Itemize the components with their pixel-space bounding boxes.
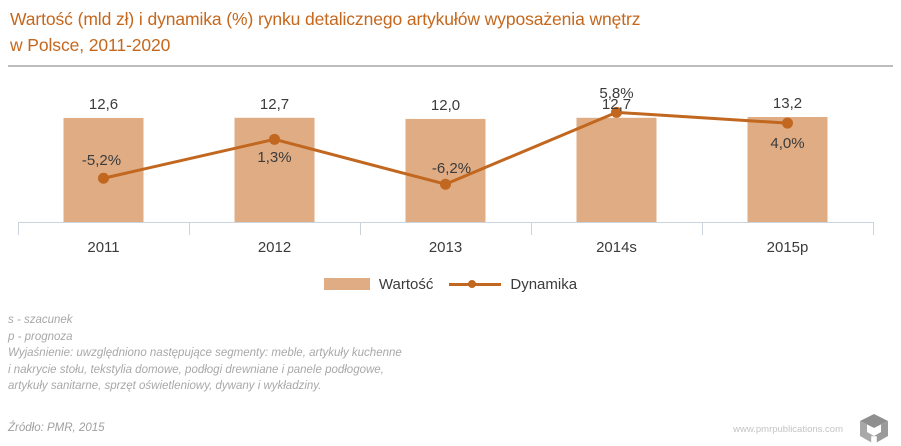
pmr-cube-logo-icon [860,414,888,446]
bar-series-group [63,117,828,222]
axis-end-tick-left [18,222,19,235]
line-percent-label-2015p: 4,0% [770,135,805,153]
bar-2014s [576,117,657,222]
bar-value-label-2015p: 13,2 [772,95,803,112]
axis-tick-1 [189,222,190,235]
axis-end-tick-right [873,222,874,235]
page-title: Wartość (mld zł) i dynamika (%) rynku de… [10,6,870,58]
category-label-2012: 2012 [257,239,292,256]
axis-tick-2 [360,222,361,235]
title-divider [8,65,893,67]
line-series-group [98,106,793,190]
axis-tick-4 [702,222,703,235]
chart-plot-area: 12,6 12,7 12,0 12,7 13,2 -5,2% 1,3% -6,2% 5,8% 4… [0,70,901,230]
line-percent-label-2014s: 5,8% [599,85,634,103]
bar-2012 [234,117,315,222]
legend-swatch-line-icon [449,278,502,290]
bar-2011 [63,117,144,222]
bar-2015p [747,117,828,222]
line-marker-2012 [269,133,280,145]
line-marker-2014s [611,106,622,118]
footnote-line-3: Wyjaśnienie: uwzględniono następujące se… [8,347,402,359]
bar-value-label-2014s: 12,7 [601,95,632,113]
legend-entry-wartosc[interactable]: Wartość [323,275,434,293]
category-label-2011: 2011 [87,239,120,256]
chart-svg [63,106,828,222]
legend-label-dynamika: Dynamika [510,275,578,293]
website-url: www.pmrpublications.com [733,424,843,435]
bar-2013 [405,118,486,222]
line-marker-2015p [782,117,793,129]
category-label-2013: 2013 [428,239,463,256]
footnote-line-4: i nakrycie stołu, tekstylia domowe, podł… [8,363,384,376]
page-title-line-1: Wartość (mld zł) i dynamika (%) rynku de… [10,9,641,29]
legend-label-wartosc: Wartość [378,275,434,293]
footnote-line-2: p - prognoza [8,330,73,343]
legend-swatch-bar-icon [323,278,370,290]
footnote-line-1: s - szacunek [8,314,73,326]
category-axis: 2011 2012 2013 2014s 2015p [0,222,901,262]
line-marker-2013 [440,178,451,190]
line-percent-label-2011: -5,2% [81,152,122,170]
bar-value-label-2012: 12,7 [259,95,290,113]
bar-value-label-2013: 12,0 [430,96,461,114]
footnote-line-5: artykuły sanitarne, sprzęt oświetleniowy… [8,380,322,392]
page-title-line-2: w Polsce, 2011-2020 [10,35,171,55]
axis-tick-3 [531,222,532,235]
chart-legend: Wartość Dynamika [0,272,901,296]
bar-value-label-2011: 12,6 [88,95,119,113]
category-label-2015p: 2015p [766,239,809,256]
line-marker-2011 [98,172,109,184]
axis-baseline [18,222,874,223]
footnotes-block: s - szacunek p - prognoza Wyjaśnienie: uwz… [8,312,708,395]
source-note: Źródło: PMR, 2015 [8,422,105,434]
legend-entry-dynamika[interactable]: Dynamika [449,276,577,293]
line-percent-label-2012: 1,3% [257,149,292,167]
line-percent-label-2013: -6,2% [431,160,472,178]
category-label-2014s: 2014s [596,239,637,256]
